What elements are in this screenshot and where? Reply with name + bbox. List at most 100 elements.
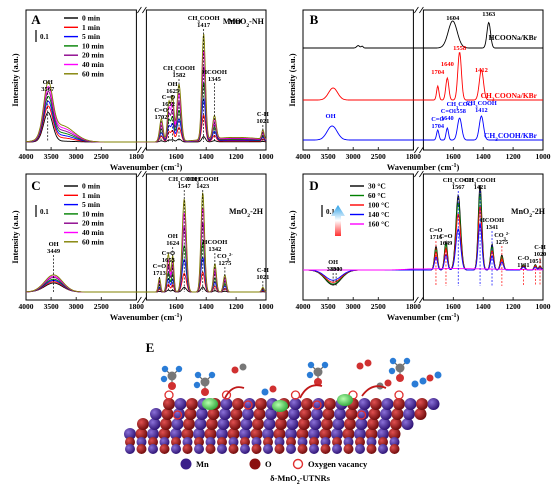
x-tick-label: 3500 (44, 152, 59, 161)
legend-entry: 40 min (82, 60, 105, 69)
mn-atom (378, 418, 391, 430)
series-label: CH3COONa/KBr (481, 91, 538, 103)
x-tick-label: 3000 (346, 302, 361, 311)
o-atom (184, 408, 197, 420)
peak-label: 1604 (446, 15, 460, 22)
peak-wavenumber: 1275 (496, 239, 509, 246)
sample-tag: MnO2-2H (229, 207, 264, 219)
peak-label: CH3COOH (466, 100, 497, 109)
axis-break-mark (142, 170, 147, 178)
o-atom (298, 418, 310, 430)
temperature-arrow-icon (331, 205, 345, 236)
mn-atom (404, 398, 417, 410)
peak-wavenumber: 3340 (330, 266, 343, 273)
peak-wavenumber: 1021 (256, 274, 269, 281)
mn-atom (288, 408, 300, 420)
o-atom (367, 418, 379, 430)
mn-atom (427, 398, 440, 410)
reaction-arrow-icon (224, 386, 245, 399)
slab-atom (194, 444, 204, 454)
peak-wavenumber: 1275 (218, 260, 232, 267)
peak-label: CO32- (217, 252, 233, 262)
axis-break-mark (414, 296, 419, 304)
hydrogen-atom (389, 357, 397, 365)
slab-atom (148, 444, 158, 454)
o-atom (344, 418, 356, 430)
o-atom (253, 408, 266, 420)
sample-tag: MnO2-2H (511, 207, 546, 219)
molecule-icon (388, 357, 411, 382)
slab-atom (286, 444, 296, 454)
o-atom (321, 418, 333, 430)
slab-atom (171, 444, 181, 454)
y-axis-label: Intensity (a.u.) (10, 210, 20, 263)
o-atom (414, 408, 427, 420)
peak-label: OH (168, 233, 178, 240)
peak-label: CH3COO (447, 101, 473, 110)
x-tick-label: 1200 (229, 152, 244, 161)
carbon-atom (395, 363, 405, 373)
peak-wavenumber: 3567 (41, 86, 55, 93)
slab-atom (378, 437, 388, 447)
spectrum-line (26, 192, 267, 293)
slab-atom (228, 444, 239, 454)
mn-atom (242, 408, 254, 420)
legend-entry: 0 min (82, 14, 101, 23)
x-tick-label: 1400 (199, 302, 214, 311)
peak-label: HCOOH (480, 217, 504, 224)
plot-frame-left (302, 9, 414, 151)
atom (434, 371, 442, 379)
x-tick-label: 1200 (506, 152, 521, 161)
legend-entry: 160 °C (368, 220, 390, 229)
mn-atom (332, 418, 345, 430)
peak-label: C-H (257, 111, 269, 118)
peak-wavenumber: 3400 (327, 266, 340, 273)
spectrum-line (303, 52, 543, 101)
mn-atom (170, 428, 182, 440)
slab-atom (378, 444, 388, 454)
hydrogen-atom (321, 361, 329, 369)
x-tick-label: 3500 (321, 152, 336, 161)
panel-b: 4000 3500 3000 2500 1800 1600 1400 1200 1000 Wave… (287, 6, 551, 172)
oxygen-vacancy-icon (164, 390, 174, 400)
oxygen-vacancy-icon (356, 410, 367, 420)
peak-label: 1704 (431, 69, 445, 76)
o-atom (204, 428, 217, 440)
atom (269, 385, 277, 393)
mn-atom (286, 418, 299, 430)
legend-entry: 5 min (82, 200, 101, 209)
x-tick-label: 1600 (446, 152, 461, 161)
o-atom (160, 418, 172, 430)
slab-atom (355, 437, 365, 447)
x-tick-label: 3500 (44, 302, 59, 311)
o-atom (299, 408, 312, 420)
legend-entry: 0 min (82, 182, 101, 191)
legend-entry: 60 min (82, 69, 105, 78)
o-atom (252, 418, 264, 430)
x-tick-label: 4000 (19, 302, 34, 311)
o-atom (158, 428, 171, 440)
mn-atom (380, 408, 392, 420)
schematic-legend-label: O (265, 459, 272, 469)
slab-atom (136, 444, 147, 454)
peak-wavenumber: 1713 (153, 270, 167, 277)
y-axis-label: Intensity (a.u.) (287, 53, 297, 106)
peak-label: CH3COOH (168, 176, 200, 185)
peak-label: C=O (429, 227, 442, 234)
slab-atom (274, 444, 285, 454)
axis-break-mark (419, 170, 424, 178)
x-axis-label: Wavenumber (cm-1) (110, 162, 183, 172)
x-tick-label: 1000 (536, 152, 551, 161)
o-atom (229, 418, 241, 430)
mn-atom (196, 408, 208, 420)
peak-wavenumber: 1547 (178, 183, 192, 190)
peak-label: 1363 (482, 11, 496, 18)
small-molecule-icon (426, 371, 442, 382)
o-atom (206, 418, 218, 430)
slab-atom (217, 437, 227, 447)
oxygen-atom (201, 388, 209, 396)
mn-atom (354, 428, 366, 440)
x-axis-label: Wavenumber (cm-1) (387, 312, 460, 322)
slab-atom (240, 437, 250, 447)
